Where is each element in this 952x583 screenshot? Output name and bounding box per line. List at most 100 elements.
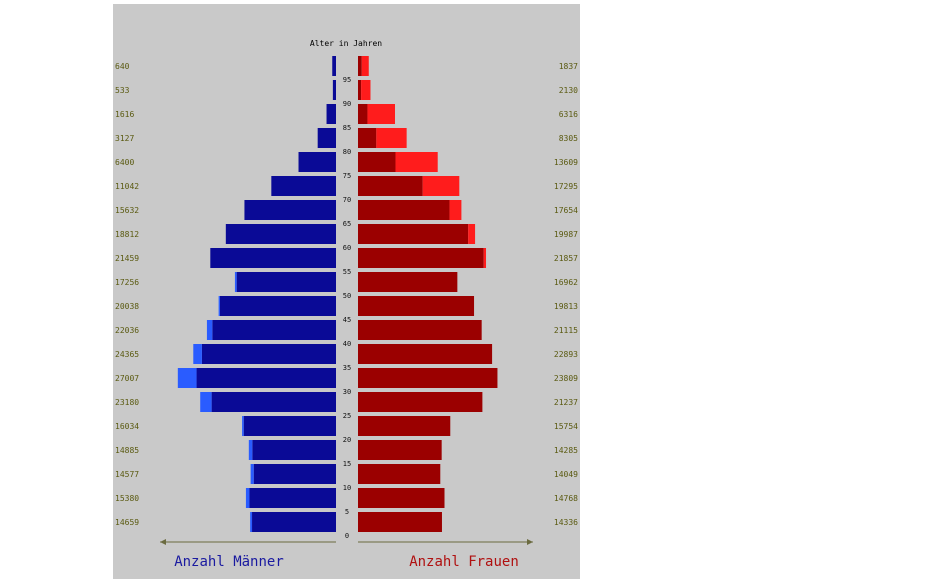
male-bar bbox=[252, 440, 336, 460]
female-count-label: 8305 bbox=[559, 134, 578, 143]
female-count-label: 1837 bbox=[559, 62, 578, 71]
age-label: 25 bbox=[343, 412, 351, 420]
female-count-label: 17654 bbox=[554, 206, 578, 215]
female-bar bbox=[358, 296, 475, 316]
age-label: 30 bbox=[343, 388, 351, 396]
male-surplus-bar bbox=[218, 296, 220, 316]
male-axis-arrow-icon bbox=[160, 539, 166, 545]
age-label: 65 bbox=[343, 220, 351, 228]
male-bar bbox=[317, 128, 336, 148]
female-bar bbox=[358, 224, 469, 244]
female-count-label: 2130 bbox=[559, 86, 578, 95]
age-label: 95 bbox=[343, 76, 351, 84]
male-bar bbox=[212, 320, 336, 340]
male-count-label: 23180 bbox=[115, 398, 139, 407]
male-count-label: 14885 bbox=[115, 446, 139, 455]
female-surplus-bar bbox=[361, 56, 369, 76]
age-label: 90 bbox=[343, 100, 351, 108]
age-label: 5 bbox=[345, 508, 349, 516]
male-count-label: 21459 bbox=[115, 254, 139, 263]
male-count-label: 20038 bbox=[115, 302, 139, 311]
female-surplus-bar bbox=[449, 200, 462, 220]
female-count-label: 21857 bbox=[554, 254, 578, 263]
male-surplus-bar bbox=[206, 320, 213, 340]
male-bar bbox=[271, 176, 336, 196]
female-count-label: 21237 bbox=[554, 398, 578, 407]
male-bar bbox=[252, 512, 336, 532]
female-count-label: 14285 bbox=[554, 446, 578, 455]
male-count-label: 640 bbox=[115, 62, 130, 71]
female-count-label: 23809 bbox=[554, 374, 578, 383]
male-count-label: 6400 bbox=[115, 158, 134, 167]
male-bar bbox=[332, 56, 336, 76]
age-label: 60 bbox=[343, 244, 351, 252]
male-count-label: 15632 bbox=[115, 206, 139, 215]
legend-group: Anzahl Männer Anzahl Frauen bbox=[160, 539, 533, 570]
legend-male: Anzahl Männer bbox=[174, 554, 284, 570]
female-bar bbox=[358, 128, 377, 148]
female-axis-arrow-icon bbox=[527, 539, 533, 545]
male-surplus-bar bbox=[250, 464, 254, 484]
female-count-label: 13609 bbox=[554, 158, 578, 167]
age-label: 80 bbox=[343, 148, 351, 156]
age-label: 45 bbox=[343, 316, 351, 324]
female-surplus-bar bbox=[468, 224, 476, 244]
male-bar bbox=[243, 416, 336, 436]
age-label: 55 bbox=[343, 268, 351, 276]
female-bar bbox=[358, 320, 482, 340]
male-bar bbox=[219, 296, 336, 316]
legend-female: Anzahl Frauen bbox=[409, 554, 519, 570]
female-surplus-bar bbox=[395, 152, 438, 172]
male-surplus-bar bbox=[234, 272, 237, 292]
female-bar bbox=[358, 368, 498, 388]
female-bar bbox=[358, 104, 368, 124]
female-bar bbox=[358, 392, 483, 412]
male-bar bbox=[196, 368, 336, 388]
male-count-label: 24365 bbox=[115, 350, 139, 359]
male-surplus-bar bbox=[250, 512, 253, 532]
male-bar bbox=[298, 152, 336, 172]
male-surplus-bar bbox=[177, 368, 197, 388]
female-bar bbox=[358, 272, 458, 292]
female-bar bbox=[358, 200, 450, 220]
male-bar bbox=[201, 344, 336, 364]
female-count-label: 14336 bbox=[554, 518, 578, 527]
male-count-label: 17256 bbox=[115, 278, 139, 287]
female-count-label: 14049 bbox=[554, 470, 578, 479]
female-count-label: 17295 bbox=[554, 182, 578, 191]
male-count-label: 27007 bbox=[115, 374, 139, 383]
female-bar bbox=[358, 512, 442, 532]
male-surplus-bar bbox=[248, 440, 253, 460]
bars-group bbox=[177, 56, 498, 532]
male-count-label: 18812 bbox=[115, 230, 139, 239]
male-count-label: 16034 bbox=[115, 422, 139, 431]
female-count-label: 21115 bbox=[554, 326, 578, 335]
male-count-label: 14577 bbox=[115, 470, 139, 479]
female-count-label: 16962 bbox=[554, 278, 578, 287]
age-label: 50 bbox=[343, 292, 351, 300]
female-surplus-bar bbox=[361, 80, 371, 100]
male-bar bbox=[210, 248, 336, 268]
axis-title: Alter in Jahren bbox=[310, 39, 382, 48]
male-bar bbox=[211, 392, 336, 412]
age-label: 20 bbox=[343, 436, 351, 444]
male-surplus-bar bbox=[242, 416, 244, 436]
female-count-label: 6316 bbox=[559, 110, 578, 119]
male-count-label: 1616 bbox=[115, 110, 134, 119]
female-count-label: 15754 bbox=[554, 422, 578, 431]
female-bar bbox=[358, 416, 451, 436]
age-label: 0 bbox=[345, 532, 349, 540]
age-label: 75 bbox=[343, 172, 351, 180]
male-bar bbox=[244, 200, 336, 220]
age-label: 15 bbox=[343, 460, 351, 468]
female-bar bbox=[358, 152, 396, 172]
male-bar bbox=[332, 80, 336, 100]
male-count-label: 14659 bbox=[115, 518, 139, 527]
female-count-label: 14768 bbox=[554, 494, 578, 503]
female-surplus-bar bbox=[422, 176, 460, 196]
female-count-label: 19987 bbox=[554, 230, 578, 239]
male-bar bbox=[253, 464, 336, 484]
female-bar bbox=[358, 80, 362, 100]
male-count-label: 3127 bbox=[115, 134, 134, 143]
age-label: 35 bbox=[343, 364, 351, 372]
